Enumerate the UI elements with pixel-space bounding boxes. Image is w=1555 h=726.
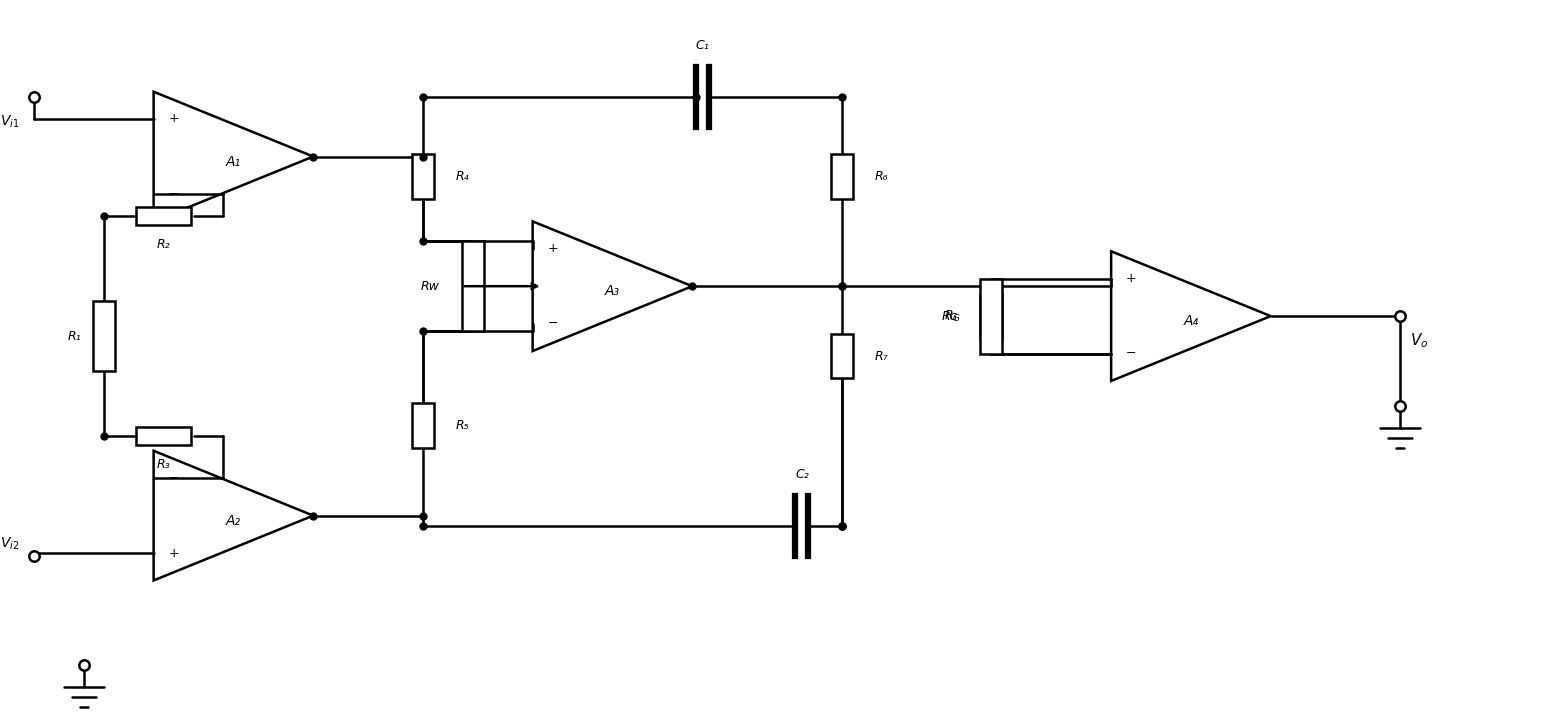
Text: A₁: A₁ [225,155,241,168]
Text: Rᴡ: Rᴡ [421,280,440,293]
Bar [981,279,1003,354]
Bar [412,154,434,199]
Text: Rɢ: Rɢ [942,309,958,322]
Text: R₆: R₆ [875,170,888,183]
Text: $V_{i1}$: $V_{i1}$ [0,113,19,130]
Text: R₄: R₄ [456,170,470,183]
Text: R₇: R₇ [875,349,888,362]
Text: $V_{i2}$: $V_{i2}$ [0,536,19,552]
Text: $V_o$: $V_o$ [1410,331,1429,350]
Bar [830,333,852,378]
Text: +: + [1126,272,1137,285]
Bar [981,294,1003,338]
Text: A₄: A₄ [1183,314,1199,328]
Text: −: − [168,187,179,200]
Bar [137,208,191,225]
Bar [462,241,484,331]
Text: +: + [168,113,179,126]
Bar [137,427,191,445]
Text: R₂: R₂ [157,238,171,251]
Text: +: + [547,242,558,255]
Bar [830,154,852,199]
Text: +: + [168,547,179,560]
Text: −: − [1126,347,1137,360]
Text: A₃: A₃ [605,284,620,298]
Text: R₃: R₃ [157,458,171,470]
Bar [93,301,115,371]
Text: C₁: C₁ [695,38,709,52]
Text: −: − [168,471,179,484]
Text: −: − [547,317,558,330]
Text: R₁: R₁ [67,330,81,343]
Text: A₂: A₂ [225,513,241,528]
Text: R₅: R₅ [456,420,470,433]
Text: R$_G$: R$_G$ [944,309,961,324]
Text: C₂: C₂ [795,468,809,481]
Bar [412,404,434,448]
